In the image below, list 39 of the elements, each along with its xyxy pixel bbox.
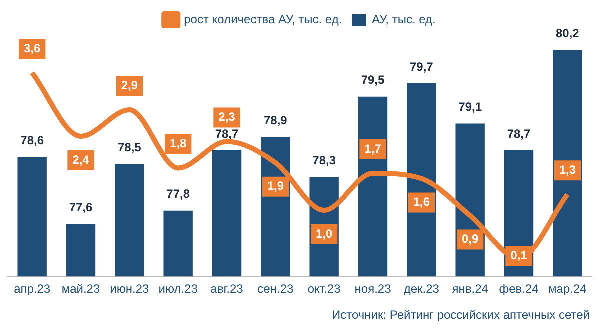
- data-label: 1,6: [413, 195, 430, 210]
- data-label: 3,6: [24, 41, 41, 56]
- data-label: 0,1: [510, 248, 528, 262]
- x-tick-label: июл.23: [158, 282, 198, 296]
- legend-label: рост количества АУ, тыс. ед.: [184, 12, 342, 26]
- data-label: 80,2: [556, 26, 580, 40]
- data-label: 78,7: [215, 126, 239, 141]
- annotation: Источник: Рейтинг российских аптечных сетей: [331, 308, 590, 322]
- data-label: 77,8: [166, 187, 190, 202]
- data-label: 78,6: [20, 134, 44, 148]
- x-tick-label: дек.23: [404, 282, 440, 296]
- x-tick-label: ноя.23: [354, 282, 392, 296]
- data-label: 0,9: [462, 232, 479, 246]
- x-tick-label: янв.24: [452, 282, 489, 296]
- data-label: 79,1: [458, 100, 482, 114]
- data-label: 2,3: [218, 110, 236, 124]
- data-label: 1,8: [170, 136, 187, 151]
- data-label: 1,9: [267, 179, 284, 194]
- x-tick-label: мар.24: [548, 282, 588, 296]
- data-label: 2,9: [121, 78, 138, 92]
- x-tick-label: май.23: [62, 282, 100, 296]
- data-label: 79,7: [410, 60, 434, 74]
- x-tick-label: окт.23: [308, 282, 342, 296]
- data-label: 1,7: [364, 142, 382, 156]
- x-tick-label: авг.23: [210, 282, 244, 296]
- x-tick-label: фев.24: [499, 282, 540, 296]
- data-label: 78,5: [118, 140, 142, 154]
- data-label: 2,4: [72, 152, 90, 167]
- data-label: 78,9: [264, 113, 288, 128]
- data-label: 1,3: [559, 162, 576, 177]
- data-label: 1,0: [316, 226, 333, 241]
- x-tick-label: апр.23: [14, 282, 51, 296]
- data-label: 78,7: [507, 126, 531, 141]
- data-label: 79,5: [361, 73, 385, 88]
- x-tick-label: июн.23: [110, 282, 150, 296]
- data-label: 77,6: [69, 200, 93, 215]
- legend-label: АУ, тыс. ед.: [372, 12, 436, 26]
- data-label: 78,3: [312, 154, 336, 168]
- x-tick-label: сен.23: [258, 282, 294, 296]
